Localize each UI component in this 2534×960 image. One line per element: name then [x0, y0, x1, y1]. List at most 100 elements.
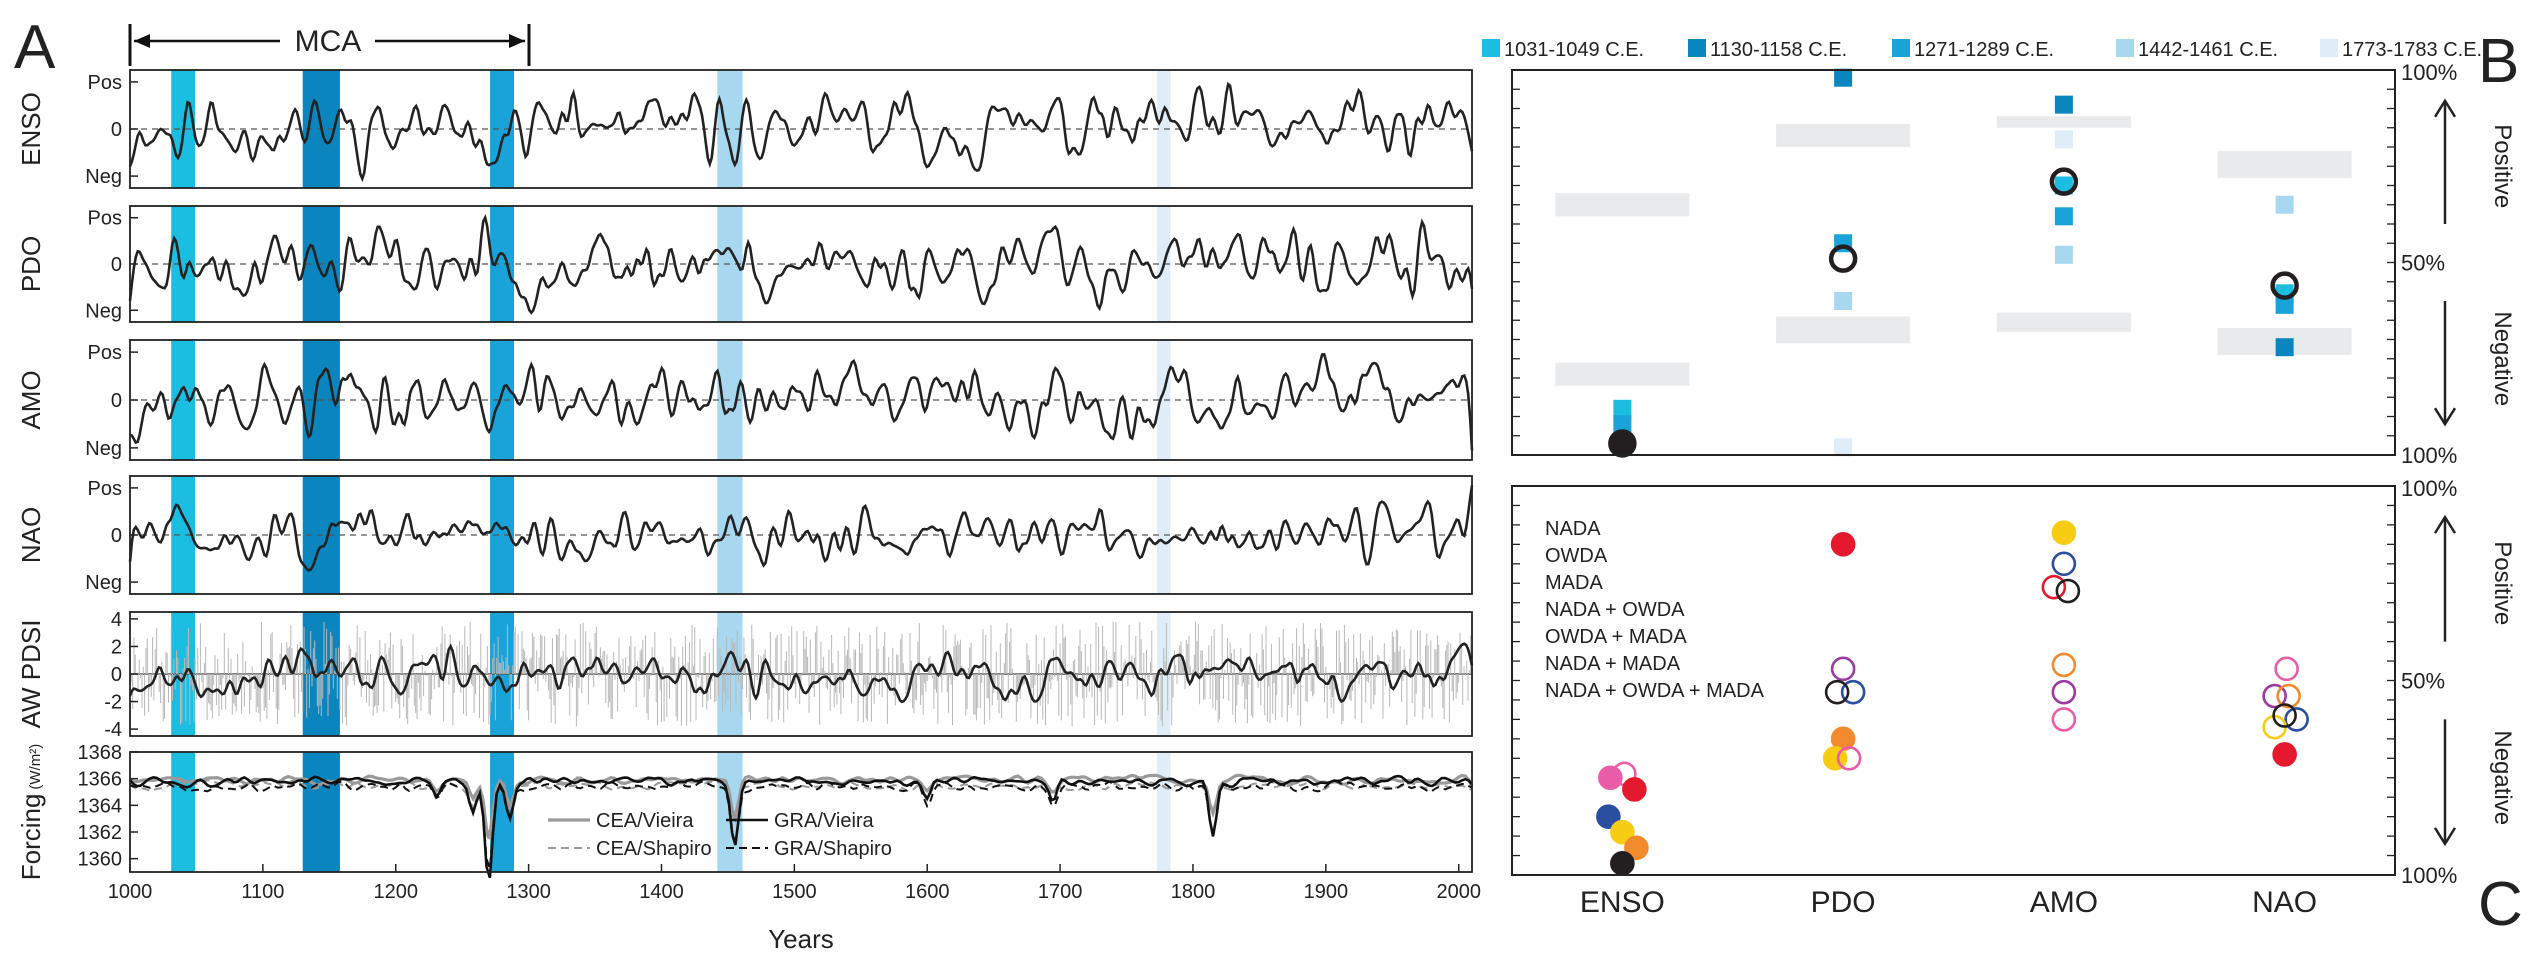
y-tick-label: Pos — [88, 72, 122, 94]
y-tick-label: 1362 — [78, 822, 123, 844]
dataset-marker-nada — [1840, 679, 1866, 705]
negative-arrowhead — [2433, 407, 2457, 427]
dataset-marker-mada — [1836, 745, 1862, 771]
y-tick-label: 0 — [111, 664, 122, 686]
period-legend-swatch-5 — [2320, 39, 2338, 57]
category-label-amo: AMO — [2030, 886, 2098, 919]
period-legend-swatch-2 — [1688, 39, 1706, 57]
period-square-nao — [2275, 195, 2294, 214]
y-tick-label: 1366 — [78, 769, 123, 791]
pct-label-bottom: 100% — [2401, 443, 2457, 468]
period-square-enso — [1613, 399, 1632, 418]
period-square-amo — [2054, 245, 2073, 264]
y-tick-label: 0 — [111, 119, 122, 141]
y-tick-label: Neg — [85, 572, 122, 594]
row-label-forcing: Forcing(W/m²) — [16, 744, 46, 881]
x-tick-label: 1400 — [639, 881, 684, 903]
range-band-nao — [2217, 150, 2352, 178]
y-tick-label: 0 — [111, 525, 122, 547]
panel-label-c: C — [2478, 870, 2523, 939]
series-line-nao — [128, 485, 1474, 572]
x-tick-label: 1000 — [108, 881, 153, 903]
y-tick-label: 0 — [111, 390, 122, 412]
y-tick-label: Pos — [88, 208, 122, 230]
y-tick-label: 1360 — [78, 849, 123, 871]
dataset-marker-mada — [1598, 765, 1623, 791]
row-nao: Pos 0 Neg NAO — [16, 475, 1474, 595]
y-tick-label: 2 — [111, 636, 122, 658]
forcing-cea-shapiro-line — [129, 778, 1473, 846]
period-band-5 — [1157, 340, 1171, 460]
dataset-legend-nada: NADA — [1545, 518, 1601, 540]
period-square-pdo — [1834, 68, 1853, 87]
x-tick-label: 1700 — [1038, 881, 1083, 903]
series-line-amo — [129, 353, 1474, 451]
period-legend-label-4: 1442-1461 C.E. — [2138, 39, 2278, 61]
negative-label: Negative — [2489, 311, 2516, 406]
x-axis-title: Years — [768, 924, 834, 954]
y-tick-label: Pos — [88, 478, 122, 500]
period-square-pdo — [1834, 438, 1853, 457]
dataset-marker-mada — [2051, 707, 2077, 732]
period-square-nao — [2275, 338, 2294, 357]
period-legend-label-2: 1130-1158 C.E. — [1710, 39, 1847, 61]
forcing-gra-shapiro-line — [129, 779, 1473, 870]
dataset-marker-nada-mada — [1610, 819, 1635, 845]
period-band-3 — [490, 476, 514, 594]
y-tick-label: 1364 — [78, 795, 123, 817]
range-band-amo — [1996, 312, 2131, 332]
panel-b-legend: 1031-1049 C.E. 1130-1158 C.E. 1271-1289 C.… — [1482, 39, 2482, 61]
dataset-marker-nada-mada — [2051, 520, 2077, 545]
row-pdo: Pos 0 Neg PDO — [16, 205, 1474, 323]
period-band-3 — [490, 752, 514, 872]
period-band-3 — [490, 206, 514, 322]
row-label-awpdsi: AW PDSI — [16, 620, 46, 729]
row-label-pdo: PDO — [16, 236, 46, 292]
range-band-enso — [1555, 362, 1690, 386]
period-legend-swatch-3 — [1892, 39, 1910, 57]
period-legend-label-5: 1773-1783 C.E. — [2342, 39, 2482, 61]
period-legend-label-3: 1271-1289 C.E. — [1914, 39, 2054, 61]
range-band-amo — [1996, 116, 2131, 128]
mean-marker-enso — [1608, 429, 1637, 458]
period-square-amo — [2054, 207, 2073, 226]
period-band-5 — [1157, 752, 1171, 872]
period-square-pdo — [1834, 292, 1853, 310]
dataset-legend-nada-owda: NADA + OWDA — [1545, 599, 1685, 621]
row-label-amo: AMO — [16, 370, 46, 429]
range-band-pdo — [1776, 123, 1911, 147]
series-line-enso — [128, 81, 1474, 183]
dataset-marker-owda-mada — [2276, 683, 2301, 709]
mca-left-arrowhead — [134, 34, 150, 48]
mca-right-arrowhead — [509, 34, 525, 48]
y-tick-label: Pos — [88, 342, 122, 364]
positive-label: Positive — [2489, 541, 2516, 625]
period-legend-label-1: 1031-1049 C.E. — [1504, 39, 1644, 61]
period-band-3 — [490, 340, 514, 460]
positive-label: Positive — [2489, 124, 2516, 208]
pct-label-top: 100% — [2401, 60, 2457, 85]
dataset-marker-all — [2272, 703, 2297, 728]
series-line-awpdsi — [128, 642, 1474, 704]
period-band-5 — [1157, 476, 1171, 594]
y-tick-label: Neg — [85, 438, 122, 460]
x-tick-label: 1500 — [772, 881, 817, 903]
period-band-1 — [171, 206, 196, 322]
dataset-marker-nada-owda — [2272, 742, 2297, 767]
dataset-marker-all — [2055, 578, 2081, 604]
period-square-nao — [2275, 295, 2294, 314]
dataset-legend-owda: OWDA — [1545, 545, 1608, 567]
negative-label: Negative — [2489, 730, 2516, 825]
row-label-enso: ENSO — [16, 92, 46, 166]
pct-label-bottom: 100% — [2401, 863, 2457, 888]
panel-label-b: B — [2478, 27, 2519, 96]
mean-marker-amo — [2049, 167, 2079, 196]
y-tick-label: Neg — [85, 166, 122, 188]
dataset-marker-mada — [2274, 656, 2299, 682]
dataset-marker-nada — [1596, 804, 1621, 829]
dataset-marker-owda — [1830, 656, 1856, 682]
x-tick-label: 2000 — [1436, 881, 1481, 903]
period-legend-swatch-4 — [2116, 39, 2134, 57]
forcing-gra-vieira-line — [129, 774, 1473, 879]
